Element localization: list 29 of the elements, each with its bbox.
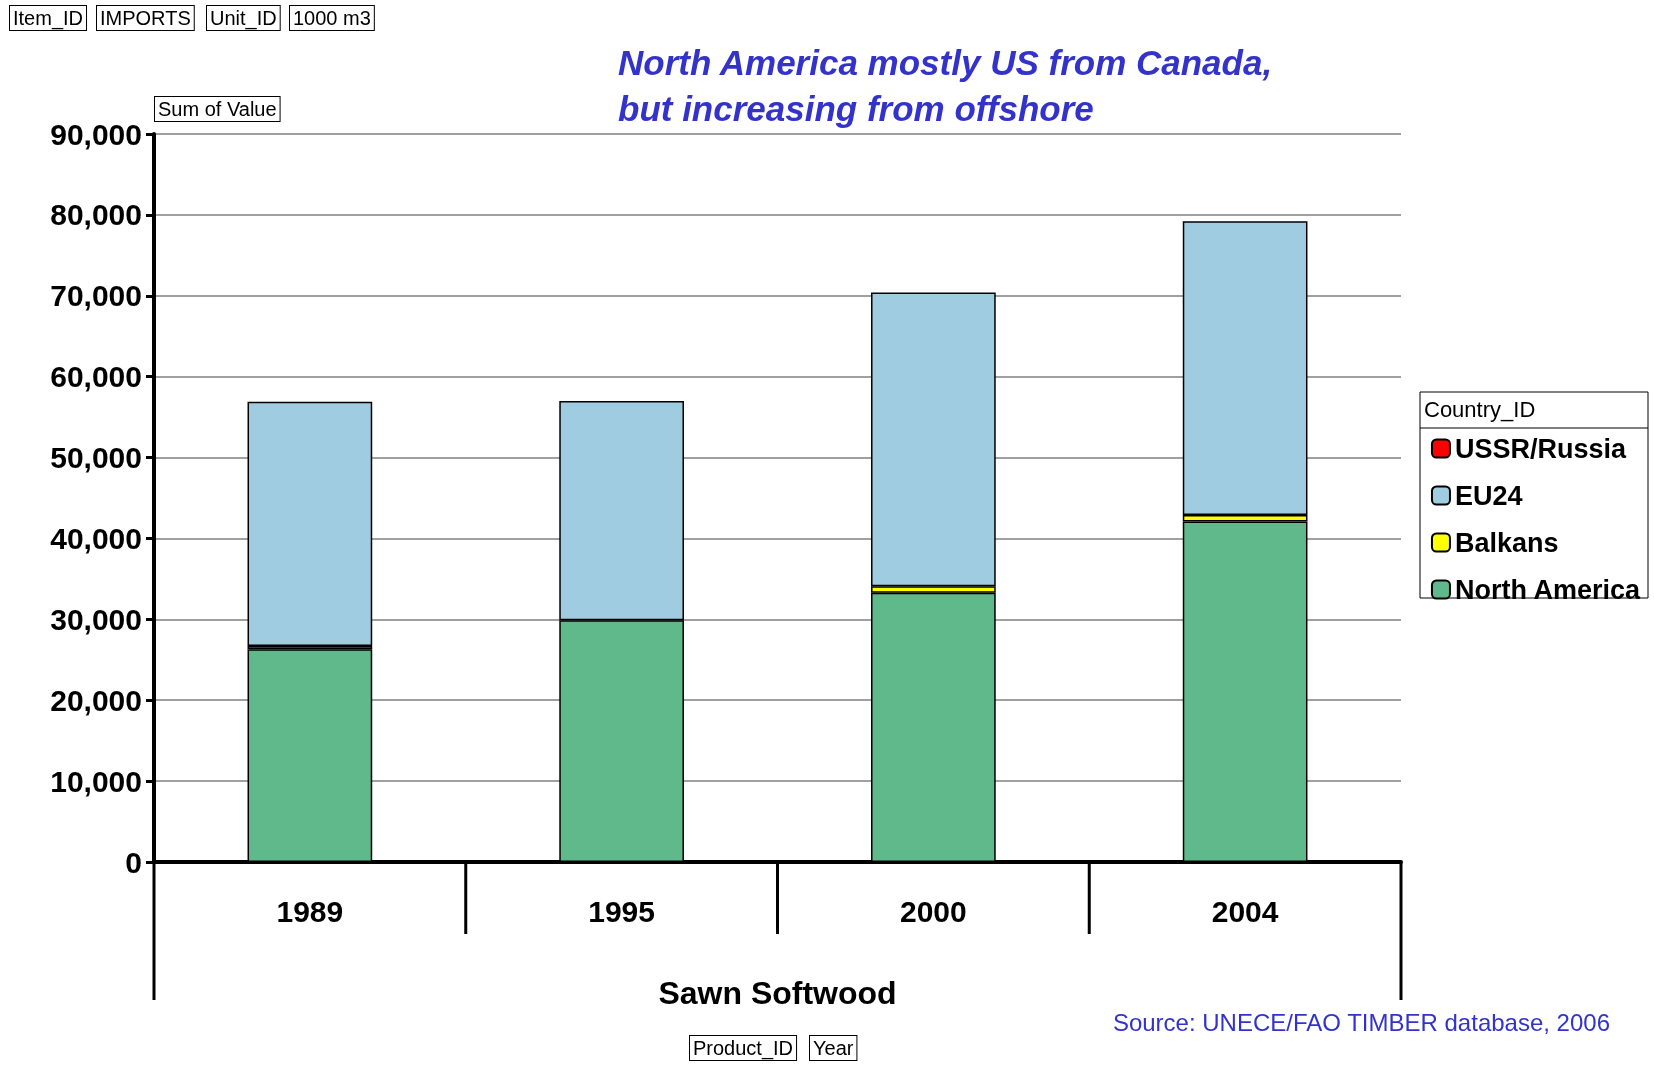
y-tick-label: 50,000: [50, 441, 142, 475]
source-note: Source: UNECE/FAO TIMBER database, 2006: [1112, 1008, 1610, 1036]
x-tick-label: 1989: [276, 894, 344, 928]
legend-label: Balkans: [1454, 527, 1559, 558]
legend-label: USSR/Russia: [1454, 433, 1627, 464]
y-tick-label: 10,000: [50, 764, 142, 798]
text: Sum of Value: [158, 98, 277, 120]
y-tick-label: 90,000: [50, 117, 142, 151]
y-tick-label: 80,000: [50, 198, 142, 232]
y-tick-label: 70,000: [50, 279, 142, 313]
legend-label: EU24: [1454, 480, 1523, 511]
x-tick-label: 2000: [900, 894, 967, 928]
x-tick-label: 1995: [588, 894, 655, 928]
legend-title: Country_ID: [1424, 396, 1536, 422]
text: Item_ID: [13, 7, 84, 30]
y-tick-label: 0: [125, 845, 142, 879]
text: IMPORTS: [100, 7, 191, 29]
text: Year: [813, 1037, 854, 1059]
y-tick-label: 60,000: [50, 360, 142, 394]
chart-title: North America mostly US from Canada, but increasing from offshore: [618, 42, 1273, 128]
text: 1000 m3: [293, 7, 371, 29]
text: Unit_ID: [210, 7, 277, 30]
x-axis-title: Sawn Softwood: [658, 975, 897, 1011]
y-tick-label: 20,000: [50, 683, 142, 717]
y-tick-label: 40,000: [50, 521, 142, 555]
x-tick-label: 2004: [1211, 894, 1279, 928]
text: Product_ID: [693, 1037, 794, 1060]
legend-label: North America: [1454, 574, 1641, 605]
y-tick-label: 30,000: [50, 602, 142, 636]
